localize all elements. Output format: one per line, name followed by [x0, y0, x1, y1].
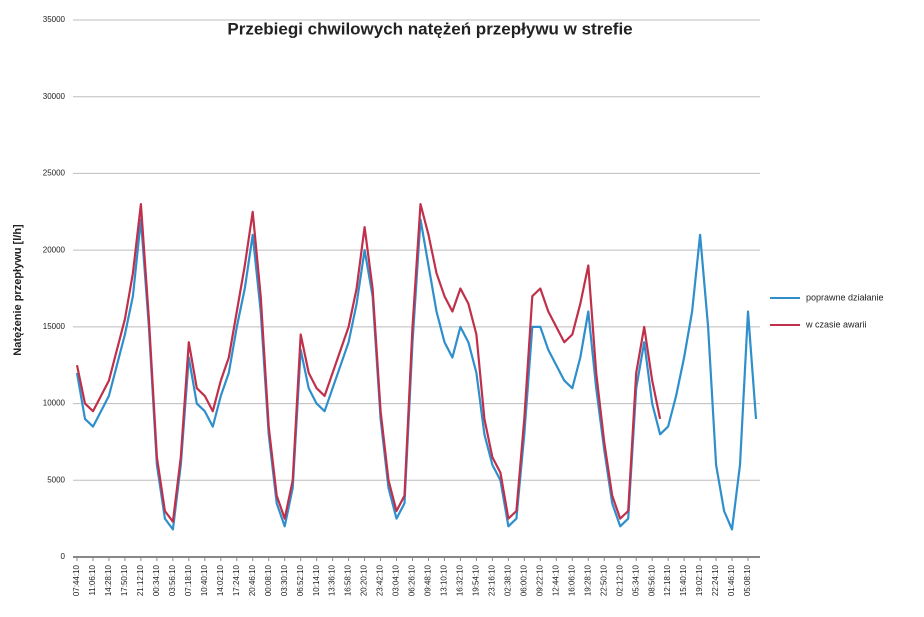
- x-tick-label: 09:22:10: [535, 564, 544, 596]
- x-tick-label: 13:36:10: [328, 564, 337, 596]
- x-tick-label: 12:44:10: [551, 564, 560, 596]
- x-tick-label: 02:12:10: [615, 564, 624, 596]
- legend-label: w czasie awarii: [805, 319, 867, 329]
- y-tick-label: 35000: [43, 15, 66, 24]
- x-tick-label: 06:26:10: [408, 564, 417, 596]
- series-line: [75, 203, 662, 523]
- y-tick-label: 20000: [43, 245, 66, 254]
- x-tick-label: 12:18:10: [663, 564, 672, 596]
- x-tick-label: 15:40:10: [679, 564, 688, 596]
- x-tick-label: 10:40:10: [200, 564, 209, 596]
- x-tick-label: 22:50:10: [599, 564, 608, 596]
- y-tick-label: 25000: [43, 169, 66, 178]
- x-tick-label: 23:42:10: [376, 564, 385, 596]
- x-tick-label: 07:44:10: [72, 564, 81, 596]
- x-tick-label: 06:52:10: [296, 564, 305, 596]
- x-tick-label: 19:54:10: [472, 564, 481, 596]
- x-tick-label: 17:24:10: [232, 564, 241, 596]
- x-tick-label: 21:12:10: [136, 564, 145, 596]
- x-tick-label: 07:18:10: [184, 564, 193, 596]
- x-tick-label: 03:04:10: [392, 564, 401, 596]
- x-tick-label: 06:00:10: [519, 564, 528, 596]
- y-tick-label: 0: [61, 552, 66, 561]
- x-tick-label: 08:56:10: [647, 564, 656, 596]
- x-tick-label: 11:06:10: [88, 564, 97, 595]
- x-tick-label: 20:20:10: [360, 564, 369, 596]
- x-tick-label: 10:14:10: [312, 564, 321, 596]
- x-tick-label: 16:58:10: [344, 564, 353, 596]
- x-tick-label: 13:10:10: [440, 564, 449, 596]
- x-tick-label: 09:48:10: [424, 564, 433, 596]
- x-tick-label: 22:24:10: [711, 564, 720, 596]
- y-tick-label: 10000: [43, 399, 66, 408]
- x-tick-label: 16:06:10: [567, 564, 576, 596]
- x-tick-label: 05:08:10: [743, 564, 752, 596]
- x-tick-label: 20:46:10: [248, 564, 257, 596]
- x-tick-label: 00:08:10: [264, 564, 273, 596]
- x-tick-label: 01:46:10: [727, 564, 736, 596]
- chart-title: Przebiegi chwilowych natężeń przepływu w…: [227, 19, 632, 38]
- x-tick-label: 23:16:10: [487, 564, 496, 596]
- legend-label: poprawne działanie: [806, 292, 884, 302]
- y-tick-label: 5000: [47, 475, 65, 484]
- x-tick-label: 00:34:10: [152, 564, 161, 596]
- x-tick-label: 17:50:10: [120, 564, 129, 596]
- x-tick-label: 02:38:10: [503, 564, 512, 596]
- x-tick-label: 05:34:10: [631, 564, 640, 596]
- x-tick-label: 16:32:10: [456, 564, 465, 596]
- x-tick-label: 19:02:10: [695, 564, 704, 596]
- x-tick-label: 03:30:10: [280, 564, 289, 596]
- x-tick-label: 14:02:10: [216, 564, 225, 596]
- x-tick-label: 03:56:10: [168, 564, 177, 596]
- y-tick-label: 15000: [43, 322, 66, 331]
- y-tick-label: 30000: [43, 92, 66, 101]
- x-tick-label: 19:28:10: [583, 564, 592, 596]
- x-tick-label: 14:28:10: [104, 564, 113, 596]
- y-axis-label: Natężenie przepływu [l/h]: [12, 224, 24, 356]
